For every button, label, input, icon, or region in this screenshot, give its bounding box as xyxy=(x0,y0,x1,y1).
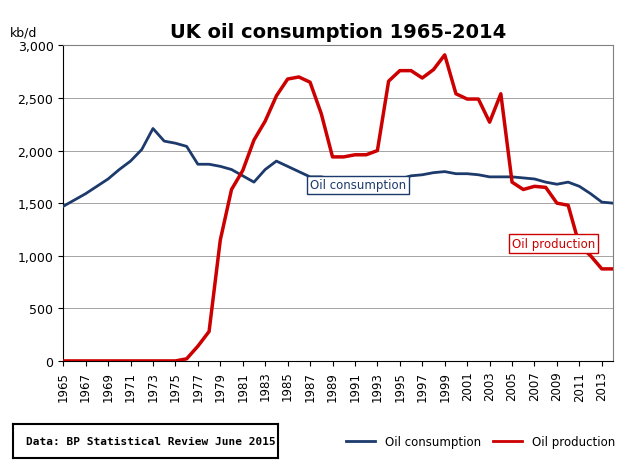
Text: kb/d: kb/d xyxy=(9,26,37,39)
Legend: Oil consumption, Oil production: Oil consumption, Oil production xyxy=(341,430,620,452)
Text: Oil production: Oil production xyxy=(512,238,595,251)
Text: Oil consumption: Oil consumption xyxy=(310,179,406,192)
Title: UK oil consumption 1965-2014: UK oil consumption 1965-2014 xyxy=(170,23,506,42)
Text: Data: BP Statistical Review June 2015: Data: BP Statistical Review June 2015 xyxy=(26,436,276,446)
